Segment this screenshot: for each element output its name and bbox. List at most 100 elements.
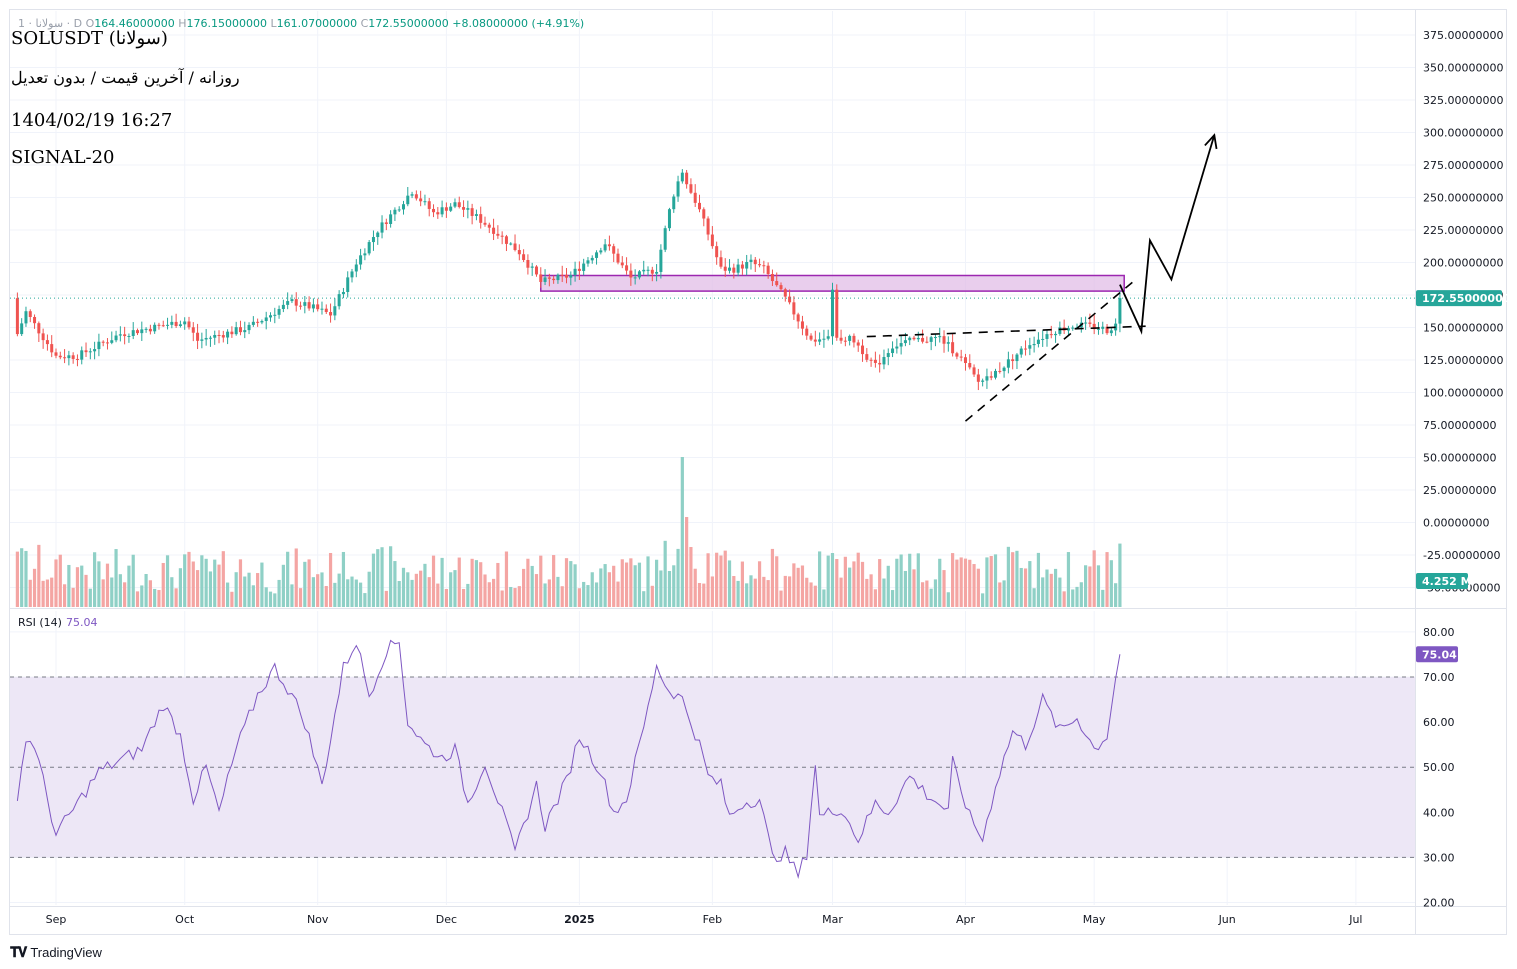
price-tick-label: 200.00000000 — [1423, 257, 1503, 270]
volume-bar — [217, 564, 221, 607]
volume-bar — [303, 561, 307, 607]
volume-bar — [830, 553, 835, 607]
chart-subtitle: روزانه / آخرین قیمت / بدون تعدیل — [11, 68, 240, 87]
volume-bar — [1114, 583, 1118, 607]
volume-bar — [419, 570, 423, 607]
candle-body — [625, 265, 629, 271]
candle-body — [20, 323, 24, 335]
volume-bar — [633, 565, 637, 607]
volume-bar — [715, 552, 719, 607]
candle-body — [822, 338, 826, 340]
candle-body — [470, 208, 474, 216]
volume-bar — [582, 581, 586, 607]
candle-body — [37, 323, 41, 334]
candle-body — [140, 329, 144, 334]
volume-bar — [1028, 561, 1032, 607]
rsi-tick-label: 60.00 — [1423, 716, 1455, 729]
price-tick-label: 150.00000000 — [1423, 322, 1503, 335]
candle-body — [80, 350, 84, 360]
candle-body — [389, 214, 393, 224]
candle-body — [951, 342, 955, 354]
candle-body — [136, 330, 140, 334]
volume-bar — [697, 582, 702, 607]
candle-body — [423, 201, 427, 203]
volume-bar — [440, 557, 444, 607]
volume-bar — [908, 553, 912, 607]
candle-body — [796, 314, 800, 322]
volume-bar — [792, 563, 796, 607]
candle-body — [715, 246, 719, 258]
candle-body — [749, 259, 753, 263]
volume-bar — [1049, 573, 1053, 607]
candle-body — [290, 299, 294, 302]
volume-bar — [689, 547, 693, 607]
volume-bar — [659, 570, 663, 607]
volume-bar — [869, 574, 873, 607]
volume-bar — [839, 577, 843, 607]
rsi-badge-bg — [1416, 646, 1458, 663]
candle-body — [363, 253, 367, 256]
volume-bar — [620, 559, 624, 607]
volume-bar — [114, 549, 118, 607]
volume-bar — [75, 567, 80, 607]
time-tick-label: Apr — [956, 913, 976, 926]
candle-body — [311, 304, 315, 309]
volume-bar — [1053, 568, 1058, 607]
volume-bar — [599, 568, 603, 607]
volume-bar — [105, 563, 110, 607]
volume-bar — [667, 571, 672, 607]
candle-body — [1088, 322, 1092, 324]
candle-body — [269, 315, 272, 318]
candle-body — [131, 330, 135, 336]
candle-body — [577, 268, 581, 271]
candle-body — [496, 233, 500, 236]
volume-bar — [968, 559, 972, 607]
volume-bar — [500, 590, 504, 607]
candle-body — [359, 255, 363, 265]
candle-body — [565, 274, 569, 278]
volume-bar — [80, 565, 84, 607]
volume-bar — [183, 554, 187, 607]
high-value: 176.15000000 — [186, 17, 267, 30]
candle-body — [88, 351, 92, 353]
candle-body — [324, 308, 328, 313]
price-badge-bg — [1416, 290, 1502, 307]
candle-body — [895, 346, 899, 349]
candle-body — [753, 259, 757, 265]
volume-bar — [1036, 552, 1041, 607]
volume-bar — [131, 554, 135, 607]
volume-bar — [522, 568, 526, 607]
volume-bar — [311, 577, 315, 607]
candle-body — [856, 342, 860, 346]
candle-body — [380, 222, 384, 233]
volume-bar — [710, 576, 714, 607]
candle-body — [830, 289, 834, 337]
candle-body — [230, 331, 234, 335]
volume-bar — [178, 568, 183, 607]
volume-bar — [612, 565, 616, 607]
volume-bar — [32, 568, 37, 607]
volume-bar — [848, 567, 852, 607]
rsi-badge: 75.04 — [1422, 648, 1457, 661]
volume-badge-bg — [1416, 573, 1468, 589]
volume-bar — [826, 555, 830, 607]
candle-body — [1041, 338, 1045, 340]
candle-body — [676, 181, 680, 197]
volume-bar — [1041, 577, 1045, 607]
time-tick-label: Mar — [822, 913, 843, 926]
tradingview-logo[interactable]: 𝐓𝐕 TradingView — [10, 944, 102, 961]
rsi-value: 75.04 — [65, 616, 98, 629]
candle-body — [256, 321, 260, 323]
volume-bar — [165, 555, 170, 607]
candle-body — [517, 250, 521, 255]
volume-bar — [414, 573, 418, 607]
volume-bar — [174, 588, 178, 607]
candle-body — [925, 341, 929, 343]
price-tick-label: -25.00000000 — [1423, 549, 1500, 562]
volume-bar — [749, 575, 753, 607]
volume-bar — [899, 554, 903, 607]
candle-body — [620, 262, 624, 266]
candle-body — [1058, 327, 1062, 334]
low-value: 161.07000000 — [276, 17, 358, 30]
